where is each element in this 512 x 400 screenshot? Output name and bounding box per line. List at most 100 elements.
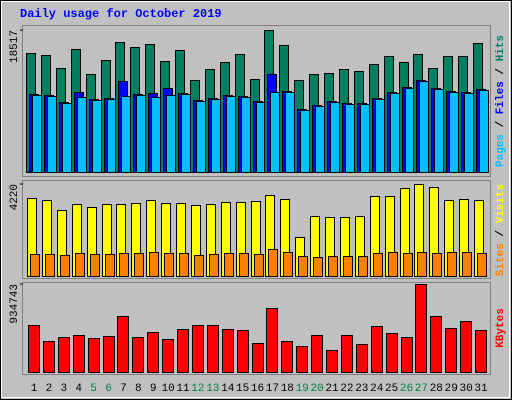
panel-frame <box>22 25 491 177</box>
x-tick-label: 12 <box>191 383 204 395</box>
bar <box>132 337 144 374</box>
x-tick-label: 16 <box>251 383 264 395</box>
x-tick-label: 11 <box>176 383 190 395</box>
bar <box>445 328 457 374</box>
legend-entry: Visits <box>495 184 507 224</box>
bar <box>28 325 40 374</box>
x-tick-label: 7 <box>120 383 127 395</box>
x-tick-label: 26 <box>400 383 413 395</box>
x-tick-label: 30 <box>459 383 472 395</box>
bar <box>430 316 442 374</box>
bar <box>356 344 368 374</box>
bar <box>241 97 251 173</box>
bar <box>226 95 236 173</box>
bar <box>75 253 85 277</box>
bar <box>58 337 70 374</box>
bar <box>121 95 131 173</box>
bar <box>371 326 383 373</box>
bar <box>77 97 87 173</box>
bar <box>388 251 398 278</box>
x-tick-label: 19 <box>296 383 309 395</box>
x-tick-label: 8 <box>135 383 142 395</box>
bar <box>300 109 310 173</box>
bar <box>254 254 264 277</box>
bar <box>375 99 385 173</box>
x-tick-label: 15 <box>236 383 249 395</box>
bar <box>296 346 308 373</box>
chart-title: Daily usage for October 2019 <box>20 7 222 21</box>
x-tick-label: 9 <box>150 383 157 395</box>
panel-frame <box>22 282 491 375</box>
bar <box>147 332 159 374</box>
x-tick-label: 22 <box>340 383 353 395</box>
y-tick-label: 934743 <box>9 284 21 324</box>
x-tick-label: 21 <box>325 383 339 395</box>
x-tick-label: 28 <box>430 383 443 395</box>
x-tick-label: 14 <box>221 383 235 395</box>
legend: Pages / Files / Hits <box>495 35 507 167</box>
panel-frame <box>22 180 491 279</box>
legend-entry: Files <box>495 81 507 114</box>
x-tick-label: 10 <box>161 383 174 395</box>
bar <box>194 255 204 278</box>
legend-entry: Hits <box>495 35 507 61</box>
bar <box>192 325 204 374</box>
x-tick-label: 29 <box>445 383 458 395</box>
bar <box>179 253 189 277</box>
bar <box>358 256 368 278</box>
bar <box>119 253 129 277</box>
bar <box>343 256 353 278</box>
legend-entry: Pages <box>495 134 507 167</box>
legend-entry: KBytes <box>495 308 507 348</box>
bar <box>270 92 280 173</box>
bar <box>345 104 355 173</box>
bar <box>103 336 115 374</box>
bar <box>462 251 472 278</box>
bar <box>237 330 249 373</box>
x-tick-label: 25 <box>385 383 398 395</box>
bar <box>60 255 70 278</box>
bar <box>419 80 429 173</box>
legend-separator: / <box>495 61 507 81</box>
bar <box>330 102 340 173</box>
bar <box>460 321 472 374</box>
bar <box>477 253 487 277</box>
x-tick-label: 31 <box>474 383 488 395</box>
bar <box>211 99 221 173</box>
x-tick-label: 27 <box>415 383 428 395</box>
x-tick-label: 3 <box>60 383 67 395</box>
bar <box>415 284 427 373</box>
bar <box>434 88 444 173</box>
bar <box>386 333 398 374</box>
bar <box>464 92 474 173</box>
bar <box>266 308 278 374</box>
bar <box>166 94 176 173</box>
x-tick-label: 18 <box>281 383 294 395</box>
legend: Sites / Visits <box>495 184 507 276</box>
bar <box>47 95 57 173</box>
x-tick-label: 2 <box>46 383 53 395</box>
x-tick-label: 23 <box>355 383 368 395</box>
bar <box>92 99 102 173</box>
bar <box>475 330 487 373</box>
bar <box>447 251 457 278</box>
bar <box>326 350 338 373</box>
bar <box>311 335 323 373</box>
x-tick-label: 17 <box>266 383 279 395</box>
x-tick-label: 6 <box>105 383 112 395</box>
y-tick-label: 4220 <box>9 184 21 210</box>
bar <box>373 253 383 277</box>
bar <box>30 254 40 277</box>
bar <box>88 338 100 373</box>
legend-separator: / <box>495 114 507 134</box>
bar <box>224 253 234 277</box>
bar <box>360 104 370 173</box>
bar <box>209 254 219 277</box>
bar <box>449 92 459 173</box>
bar <box>252 343 264 373</box>
bar <box>162 339 174 373</box>
x-tick-label: 4 <box>75 383 82 395</box>
bar <box>401 337 413 374</box>
bar <box>196 100 206 173</box>
